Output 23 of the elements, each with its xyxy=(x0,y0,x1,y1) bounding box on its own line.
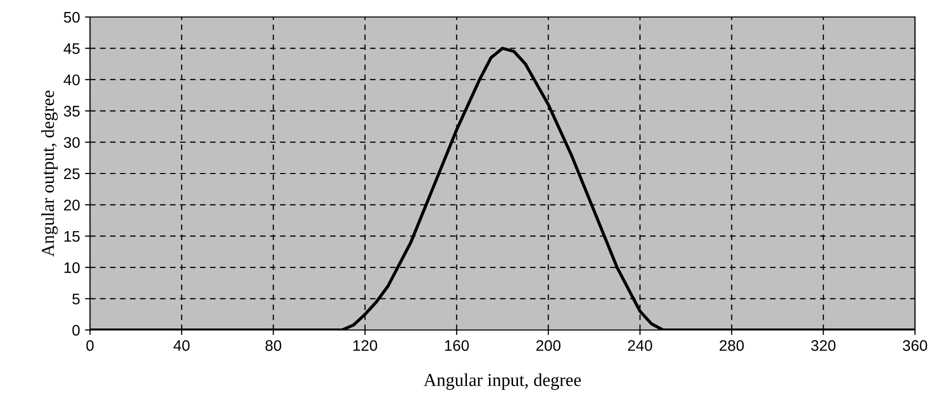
x-tick-label: 320 xyxy=(811,340,836,351)
y-tick-label: 45 xyxy=(64,43,80,54)
y-tick-label: 0 xyxy=(72,324,80,336)
y-tick-label: 30 xyxy=(64,137,80,148)
x-tick-label: 280 xyxy=(720,340,744,351)
y-axis-title: Angular output, degree xyxy=(41,90,58,257)
x-tick-label: 120 xyxy=(353,340,378,351)
y-tick-label: 50 xyxy=(64,12,80,23)
x-axis-title: Angular input, degree xyxy=(424,373,581,390)
y-tick-label: 10 xyxy=(64,262,80,274)
x-tick-label: 360 xyxy=(902,340,928,351)
y-tick-label: 20 xyxy=(64,200,80,210)
x-tick-label: 240 xyxy=(628,340,652,351)
x-tick-label: 160 xyxy=(445,340,469,351)
x-tick-label: 80 xyxy=(266,340,282,351)
x-tick-label: 200 xyxy=(536,340,560,351)
x-tick-label: 40 xyxy=(174,340,190,351)
x-tick-label: 0 xyxy=(86,340,94,351)
y-tick-label: 40 xyxy=(64,74,80,86)
y-tick-label: 5 xyxy=(72,294,80,304)
y-tick-label: 25 xyxy=(64,168,80,180)
y-tick-label: 15 xyxy=(64,231,80,242)
y-tick-label: 35 xyxy=(64,106,80,117)
